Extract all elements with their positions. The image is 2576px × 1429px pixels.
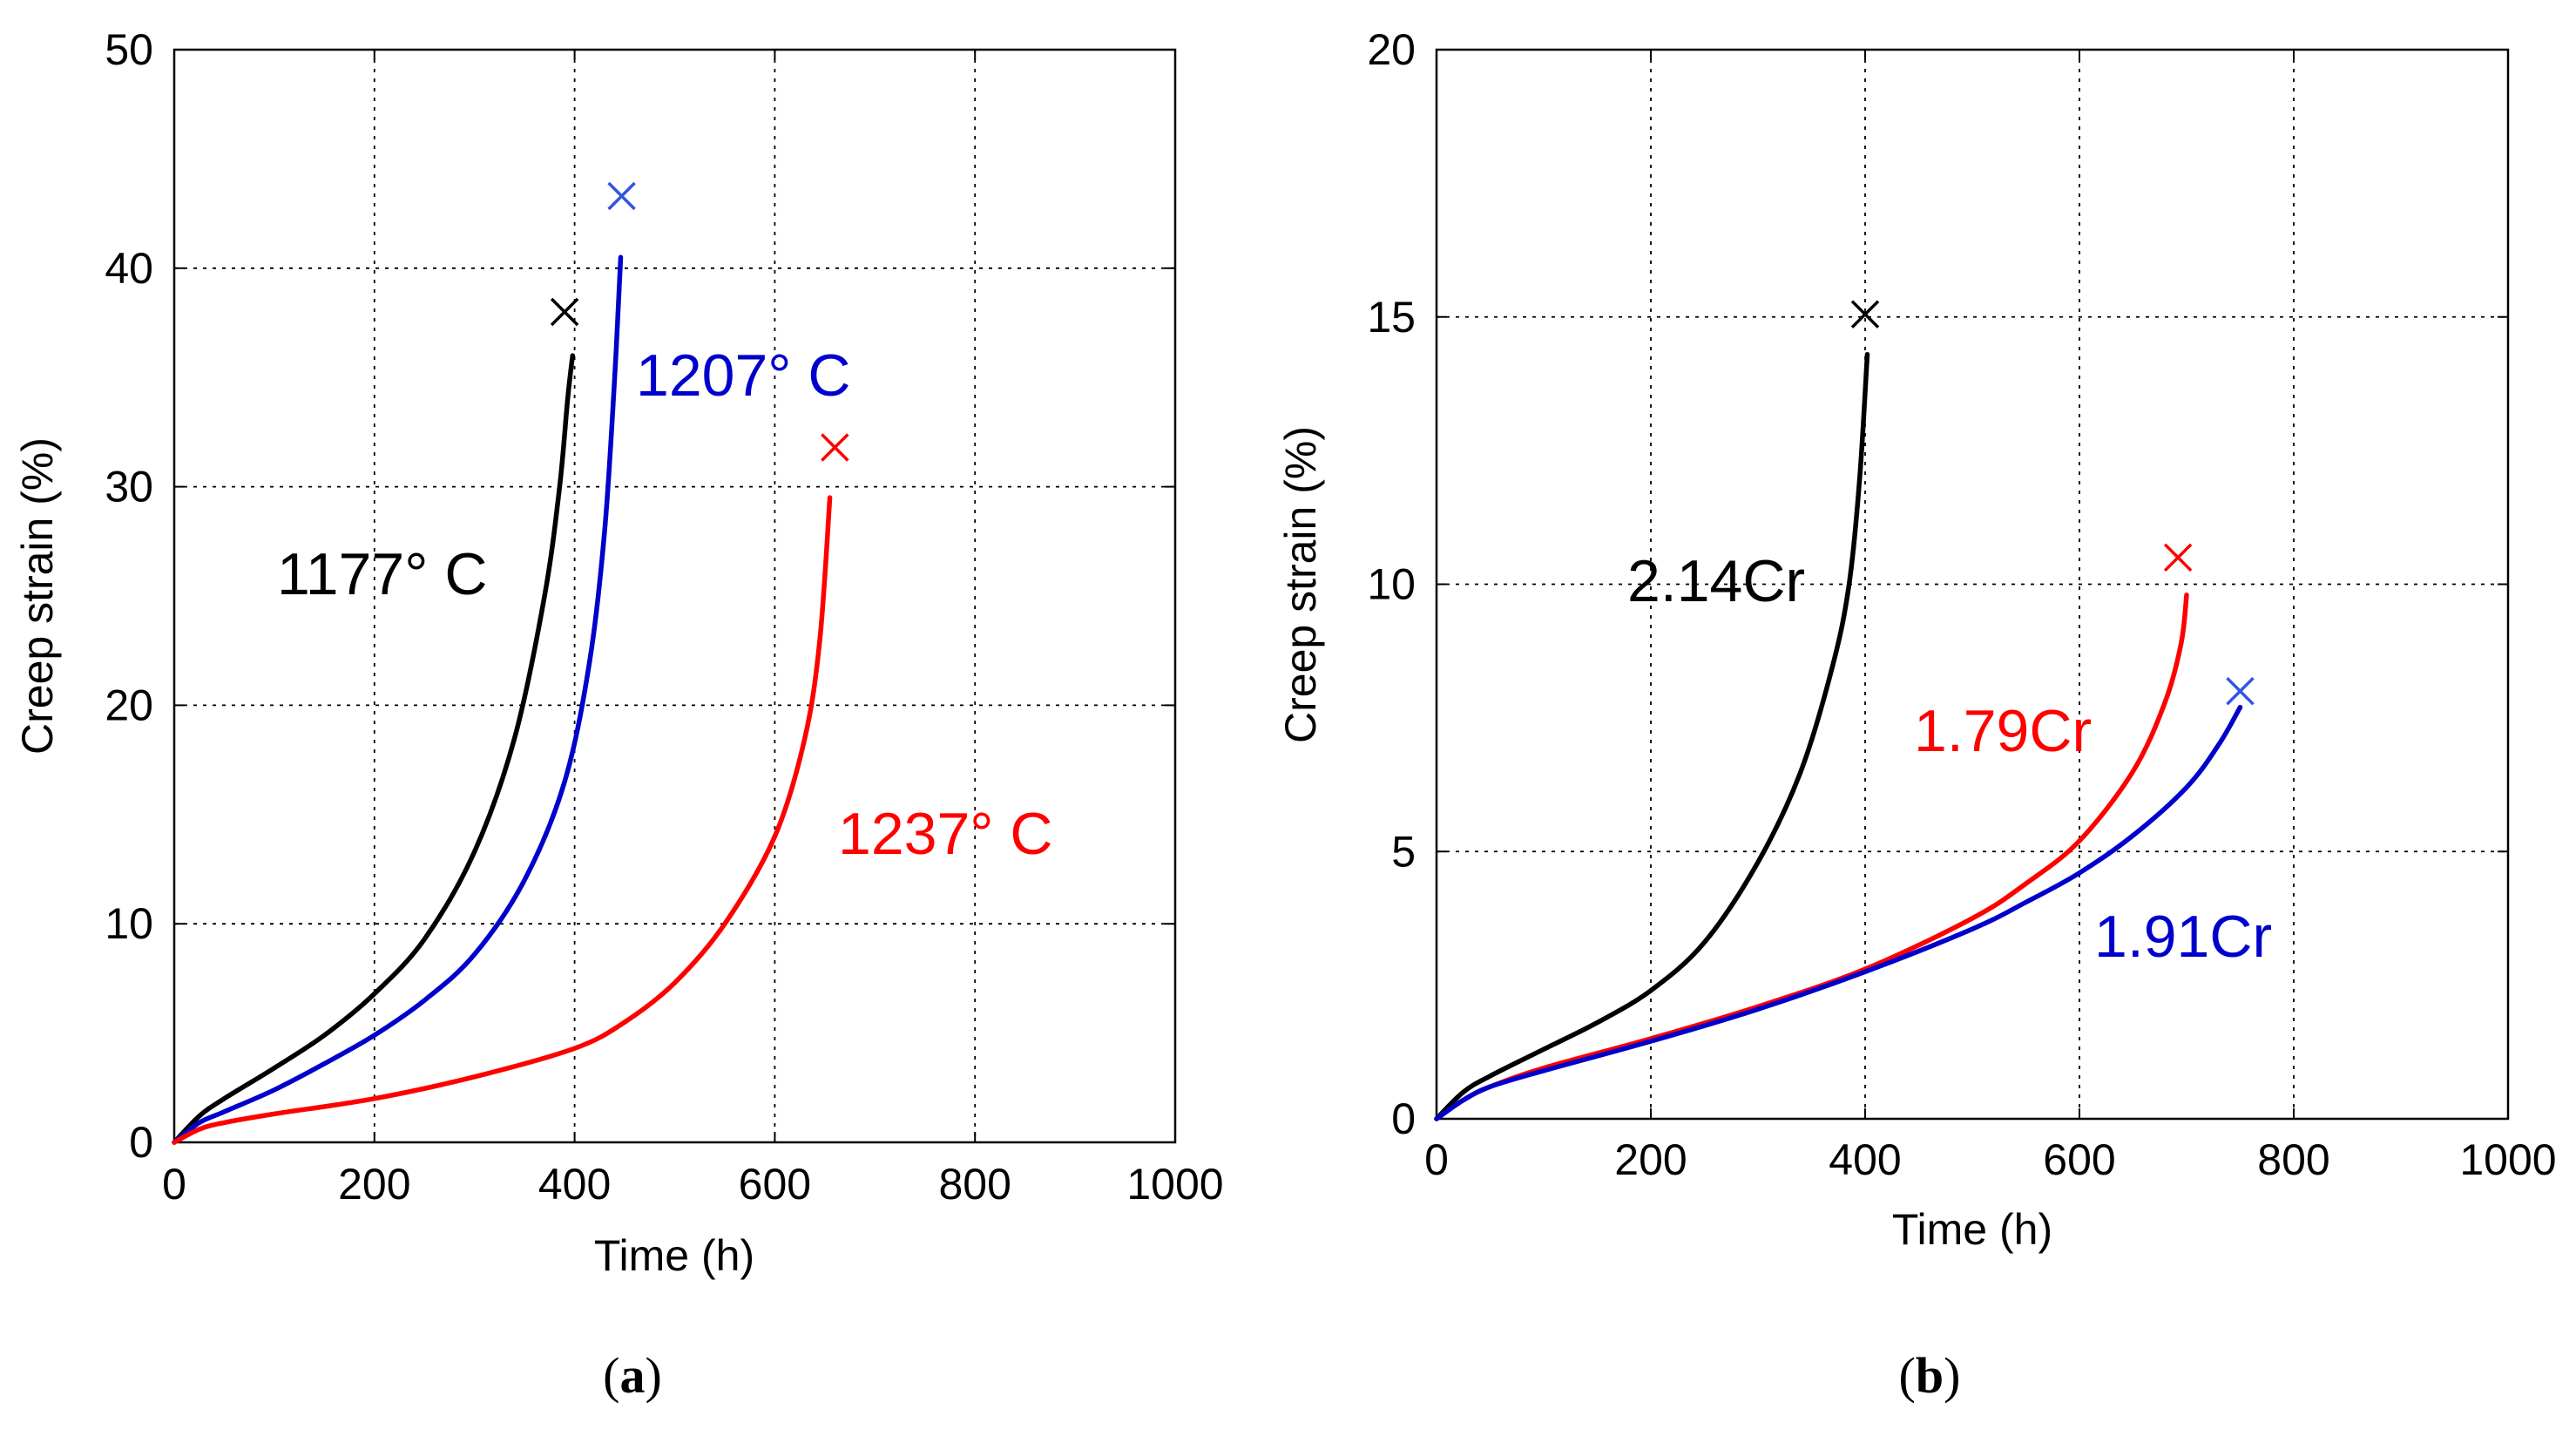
y-tick-label: 10	[105, 899, 153, 948]
series-label: 1.79Cr	[1914, 698, 2092, 764]
y-tick-label: 0	[129, 1118, 153, 1167]
x-tick-label: 0	[1424, 1135, 1449, 1184]
y-tick-label: 40	[105, 244, 153, 293]
rupture-marker-stroke	[550, 297, 579, 327]
series-label: 1207° C	[636, 342, 850, 409]
series-label: 1177° C	[277, 541, 487, 607]
rupture-marker	[550, 297, 579, 327]
y-tick-label: 30	[105, 463, 153, 511]
x-tick-label: 200	[338, 1160, 410, 1209]
rupture-marker-stroke	[2163, 543, 2193, 572]
grid-lines	[174, 50, 1175, 1142]
x-tick-label: 800	[2257, 1135, 2329, 1184]
series-line-2	[172, 495, 833, 1145]
x-tick-label: 400	[1829, 1135, 1901, 1184]
panel-label-letter: b	[1916, 1347, 1944, 1404]
series-line-0	[1434, 351, 1870, 1121]
y-tick-label: 5	[1391, 827, 1416, 876]
rupture-marker	[821, 433, 849, 462]
rupture-marker-stroke	[2226, 676, 2255, 706]
series-label: 1.91Cr	[2094, 904, 2272, 970]
y-axis-label: Creep strain (%)	[13, 437, 62, 755]
series-line-2	[1434, 704, 2243, 1121]
rupture-marker	[2226, 676, 2255, 706]
rupture-marker-stroke	[607, 181, 636, 211]
x-axis-label: Time (h)	[1892, 1205, 2052, 1254]
series-label: 1237° C	[838, 801, 1052, 867]
series-line-1	[172, 254, 624, 1145]
y-tick-label: 50	[105, 25, 153, 74]
grid-lines	[1437, 50, 2508, 1119]
rupture-marker	[607, 181, 636, 211]
rupture-marker	[1850, 300, 1880, 328]
y-tick-label: 0	[1391, 1094, 1416, 1143]
rupture-marker-stroke	[821, 433, 849, 462]
panel-label: (b)	[1899, 1347, 1961, 1404]
x-tick-label: 200	[1614, 1135, 1687, 1184]
rupture-marker-stroke	[1850, 300, 1880, 328]
x-tick-label: 800	[938, 1160, 1011, 1209]
x-tick-label: 1000	[1126, 1160, 1223, 1209]
x-tick-label: 1000	[2459, 1135, 2556, 1184]
y-axis-label: Creep strain (%)	[1276, 426, 1325, 743]
panel-a-chart: 0 200 400 600 800 1000 0 10 20 30 40 50 Time (h) Cree…	[13, 25, 1224, 1404]
x-axis-label: Time (h)	[594, 1231, 754, 1280]
x-tick-label: 600	[739, 1160, 811, 1209]
series-line-0	[172, 353, 576, 1145]
y-tick-label: 20	[105, 681, 153, 729]
plot-frame	[172, 48, 1177, 1144]
x-tick-label: 400	[538, 1160, 611, 1209]
series-line-1	[1434, 593, 2189, 1121]
series-label: 2.14Cr	[1627, 548, 1805, 614]
panel-label: (a)	[603, 1347, 662, 1404]
rupture-marker	[2163, 543, 2193, 572]
y-tick-label: 20	[1367, 25, 1416, 74]
panel-b-chart: 0 200 400 600 800 1000 0 5 10 15 20 Time (h) Creep s…	[1276, 25, 2557, 1404]
x-tick-label: 600	[2043, 1135, 2115, 1184]
panel-label-letter: a	[620, 1347, 646, 1404]
x-tick-label: 0	[162, 1160, 186, 1209]
y-tick-label: 10	[1367, 560, 1416, 609]
y-tick-label: 15	[1367, 293, 1416, 342]
